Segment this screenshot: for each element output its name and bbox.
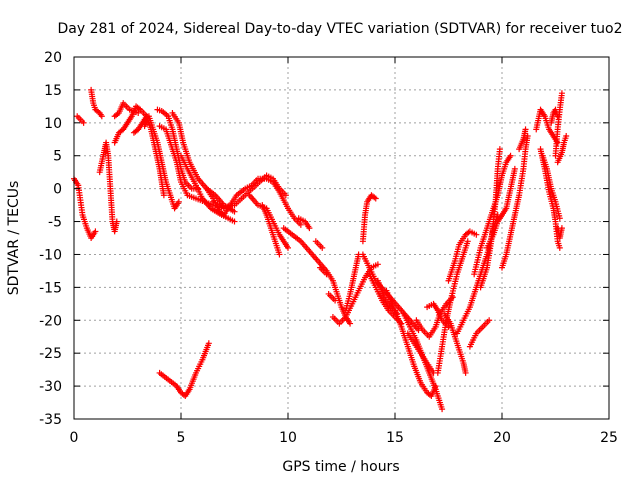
x-tick-label: 25 — [600, 430, 618, 446]
y-tick-label: -10 — [39, 247, 62, 263]
data-point — [554, 113, 561, 120]
data-point — [522, 126, 529, 133]
data-point — [297, 221, 304, 228]
data-point — [486, 317, 493, 324]
data-point — [231, 208, 238, 215]
data-point — [332, 297, 339, 304]
data-point — [439, 406, 446, 413]
data-point — [323, 271, 330, 278]
data-point — [282, 192, 289, 199]
x-tick-label: 5 — [177, 430, 186, 446]
y-tick-label: -30 — [39, 379, 62, 395]
y-tick-label: 0 — [53, 182, 62, 198]
data-point — [511, 165, 518, 172]
data-point — [462, 369, 469, 376]
data-point — [113, 218, 120, 225]
grid-lines — [74, 57, 609, 419]
y-tick-label: -25 — [39, 346, 62, 362]
data-point — [372, 195, 379, 202]
data-point — [135, 109, 142, 116]
y-tick-label: 5 — [53, 149, 62, 165]
data-point — [205, 340, 212, 347]
x-tick-labels: 0 5 10 15 20 25 — [70, 430, 618, 446]
data-point — [496, 146, 503, 153]
data-point — [285, 244, 291, 251]
y-tick-label: -5 — [48, 215, 62, 231]
y-axis-label: SDTVAR / TECUs — [6, 181, 22, 296]
data-point — [558, 90, 565, 97]
data-point — [80, 119, 87, 126]
y-tick-labels: -35 -30 -25 -20 -15 -10 -5 0 5 10 15 20 — [39, 50, 62, 428]
data-point — [374, 261, 381, 268]
axis-ticks — [73, 56, 610, 420]
y-tick-label: -35 — [39, 412, 62, 428]
data-point — [558, 225, 565, 232]
data-point — [231, 218, 238, 225]
data-point — [556, 215, 563, 222]
y-tick-label: 15 — [44, 83, 62, 99]
x-tick-label: 10 — [279, 430, 297, 446]
y-tick-label: 20 — [44, 50, 62, 66]
data-point — [160, 192, 167, 199]
data-series — [71, 86, 570, 413]
y-tick-label: -20 — [39, 313, 62, 329]
data-point — [306, 225, 313, 232]
data-point — [347, 320, 354, 327]
data-point — [554, 139, 561, 146]
chart-title: Day 281 of 2024, Sidereal Day-to-day VTE… — [57, 21, 622, 37]
data-point — [319, 244, 326, 251]
data-point — [473, 231, 480, 238]
data-point — [175, 198, 182, 205]
data-point — [98, 113, 105, 120]
data-point — [464, 238, 471, 245]
data-point — [276, 251, 283, 258]
data-point — [92, 228, 99, 235]
data-point — [556, 244, 563, 251]
x-tick-label: 15 — [386, 430, 404, 446]
x-tick-label: 20 — [493, 430, 511, 446]
x-axis-label: GPS time / hours — [282, 459, 399, 475]
y-tick-label: 10 — [44, 116, 62, 132]
data-point — [563, 132, 570, 139]
data-point — [524, 132, 531, 139]
plot-frame — [73, 56, 610, 420]
data-point — [507, 152, 514, 159]
y-tick-label: -15 — [39, 280, 62, 296]
x-tick-label: 0 — [70, 430, 79, 446]
